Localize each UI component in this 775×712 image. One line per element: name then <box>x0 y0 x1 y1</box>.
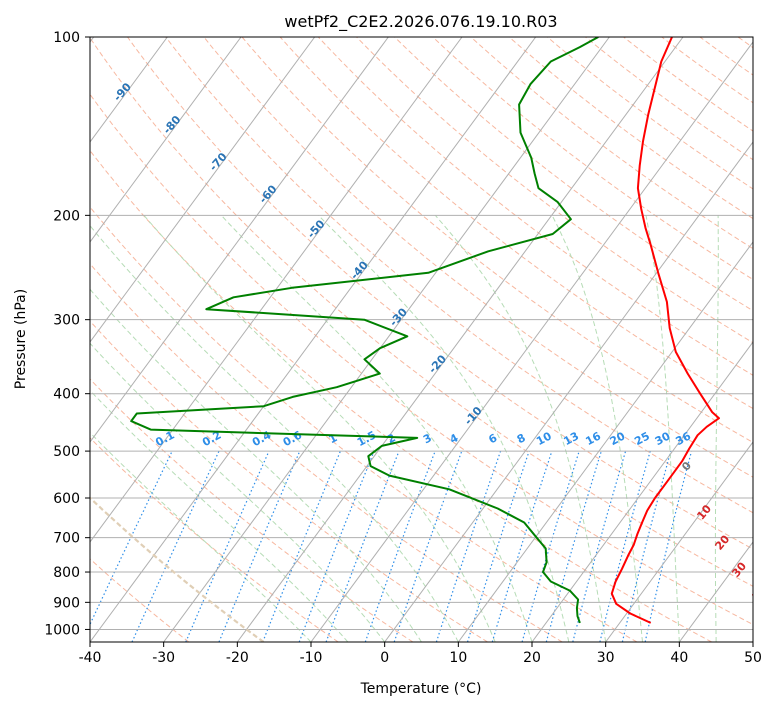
moist-adiabat-line <box>715 215 718 642</box>
chart-title: wetPf2_C2E2.2026.076.19.10.R03 <box>284 12 557 32</box>
moist-adiabat-line <box>552 215 642 642</box>
dry-adiabat-label: -10 <box>462 404 485 428</box>
y-tick-label: 600 <box>53 491 80 507</box>
x-tick-label: 50 <box>744 650 762 666</box>
moist-adiabat-label: 30 <box>729 559 749 579</box>
dry-adiabat-line <box>13 37 712 642</box>
mixing-ratio-line <box>522 451 579 642</box>
y-tick-label: 100 <box>53 30 80 46</box>
x-tick-label: -10 <box>300 650 323 666</box>
moist-adiabat-line <box>646 215 679 642</box>
mixing-ratio-line <box>82 451 172 642</box>
isotherm-line <box>16 37 462 642</box>
y-tick-label: 700 <box>53 531 80 547</box>
mixing-ratio-line <box>573 451 626 642</box>
moist-adiabat-line <box>0 215 311 642</box>
x-tick-label: 30 <box>597 650 615 666</box>
reference-curve <box>0 37 264 642</box>
x-tick-label: 20 <box>523 650 541 666</box>
mixing-ratio-line <box>546 451 601 642</box>
mixing-ratio-label: 1.5 <box>355 428 378 449</box>
mixing-ratio-label: 25 <box>632 429 652 448</box>
mixing-ratio-label: 0.6 <box>281 428 305 449</box>
dry-adiabat-line <box>738 37 775 642</box>
dry-adiabat-label: -100 <box>56 49 84 78</box>
y-tick-label: 300 <box>53 313 80 329</box>
dry-adiabat-line <box>662 37 775 642</box>
plot-background <box>0 37 775 642</box>
x-tick-label: -30 <box>152 650 175 666</box>
mixing-ratio-line <box>263 451 341 642</box>
y-tick-label: 1000 <box>44 622 80 638</box>
moist-adiabat-label: 10 <box>694 502 714 522</box>
mixing-ratio-line <box>468 451 530 642</box>
y-tick-label: 800 <box>53 565 80 581</box>
isotherm-line <box>679 37 775 642</box>
dry-adiabat-line <box>0 37 562 642</box>
x-tick-label: 10 <box>449 650 467 666</box>
mixing-ratio-label: 0.4 <box>250 428 274 449</box>
mixing-ratio-line <box>600 451 650 642</box>
dry-adiabat-label: -20 <box>426 352 449 376</box>
dry-adiabat-label: -70 <box>207 150 230 174</box>
isotherm-line <box>237 37 683 642</box>
mixing-ratio-label: 16 <box>583 429 603 448</box>
isotherm-line <box>753 37 775 642</box>
dry-adiabat-line <box>471 37 775 642</box>
mixing-ratio-label: 4 <box>448 431 461 446</box>
isotherm-line <box>0 37 241 642</box>
moist-adiabat-line <box>82 215 459 642</box>
y-tick-label: 500 <box>53 444 80 460</box>
dry-adiabat-line <box>700 37 775 642</box>
dry-adiabat-line <box>280 37 775 642</box>
dry-adiabat-line <box>0 37 264 642</box>
isotherm-line <box>164 37 610 642</box>
mixing-ratio-line <box>326 451 399 642</box>
mixing-ratio-label: 10 <box>534 429 554 448</box>
x-tick-label: 0 <box>380 650 389 666</box>
y-tick-label: 900 <box>53 595 80 611</box>
mixing-ratio-label: 20 <box>608 429 628 448</box>
isotherm-line <box>532 37 775 642</box>
x-tick-label: 40 <box>670 650 688 666</box>
mixing-ratio-line <box>299 451 374 642</box>
dry-adiabat-label: -90 <box>111 80 134 104</box>
mixing-ratio-line <box>219 451 300 642</box>
isotherm-line <box>90 37 536 642</box>
mixing-ratio-label: 8 <box>515 431 528 446</box>
mixing-ratio-label: 6 <box>486 431 499 446</box>
plot-frame <box>90 37 753 642</box>
mixing-ratio-line <box>365 451 435 642</box>
y-axis-label: Pressure (hPa) <box>13 289 29 389</box>
moist-adiabat-label: 40 <box>748 584 768 604</box>
mixing-ratio-label: 0.1 <box>153 429 176 450</box>
mixing-ratio-label: 1 <box>327 431 340 446</box>
dry-adiabat-line <box>0 37 637 642</box>
y-tick-label: 200 <box>53 208 80 224</box>
dry-adiabat-line <box>166 37 775 642</box>
x-tick-label: -40 <box>79 650 102 666</box>
x-axis-label: Temperature (°C) <box>360 681 482 697</box>
dry-adiabat-line <box>547 37 775 642</box>
dry-adiabat-label: -80 <box>161 113 184 137</box>
dry-adiabat-line <box>0 37 488 642</box>
dry-adiabat-label: -30 <box>387 305 410 329</box>
temperature-profile-line <box>612 37 719 623</box>
y-tick-label: 400 <box>53 387 80 403</box>
x-tick-label: -20 <box>226 650 249 666</box>
dry-adiabat-line <box>509 37 775 642</box>
dry-adiabat-label: -60 <box>257 182 280 206</box>
